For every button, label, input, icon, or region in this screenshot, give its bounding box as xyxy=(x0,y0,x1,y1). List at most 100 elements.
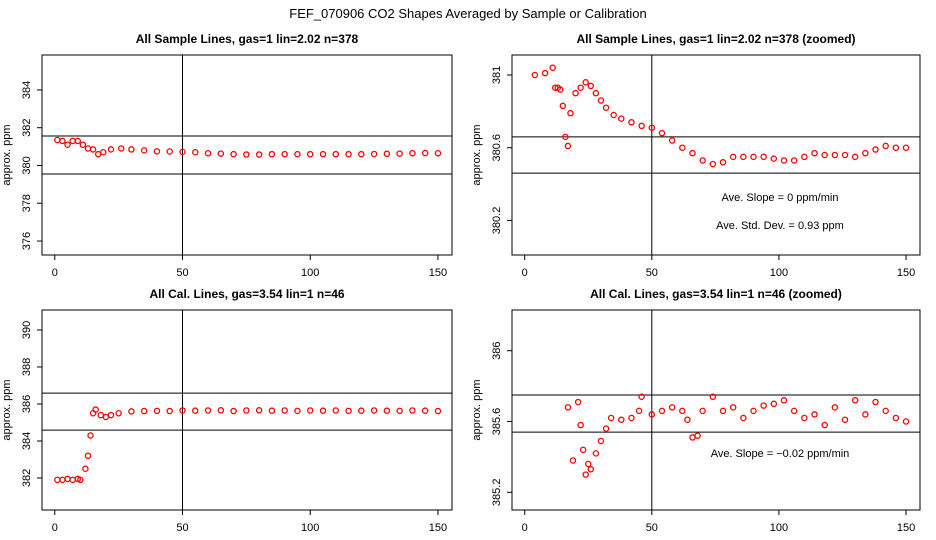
point xyxy=(84,145,92,152)
point xyxy=(592,450,600,457)
point xyxy=(421,407,429,414)
x-tick-label: 150 xyxy=(429,522,447,534)
figure-title: FEF_070906 CO2 Shapes Averaged by Sample… xyxy=(289,6,646,21)
y-tick-label: 382 xyxy=(21,119,33,137)
point xyxy=(140,407,148,415)
point xyxy=(902,144,910,151)
x-tick-label: 150 xyxy=(897,267,915,279)
point xyxy=(760,153,767,161)
point xyxy=(268,150,276,158)
y-tick-label: 385.6 xyxy=(491,408,503,436)
y-tick-label: 386 xyxy=(21,395,33,413)
point xyxy=(638,122,645,130)
point xyxy=(597,437,605,445)
point xyxy=(115,409,122,417)
point xyxy=(243,407,250,414)
point xyxy=(557,86,564,93)
point xyxy=(618,115,625,122)
point xyxy=(64,475,71,483)
y-tick-label: 380 xyxy=(21,156,33,174)
point xyxy=(628,414,635,422)
y-axis-label: approx. ppm xyxy=(1,124,13,185)
point xyxy=(740,414,747,422)
point xyxy=(94,150,102,158)
point xyxy=(679,407,686,415)
point xyxy=(569,457,577,464)
point xyxy=(780,157,788,164)
point xyxy=(750,407,757,415)
point xyxy=(658,407,666,415)
panel: All Cal. Lines, gas=3.54 lin=1 n=46 (zoo… xyxy=(471,287,921,534)
point xyxy=(821,421,828,429)
point xyxy=(255,407,263,414)
point xyxy=(790,407,798,415)
point xyxy=(69,137,76,145)
point xyxy=(153,407,161,415)
plot-frame xyxy=(511,309,921,511)
point xyxy=(892,144,900,151)
point xyxy=(92,406,99,413)
point xyxy=(729,404,737,411)
point xyxy=(358,150,365,158)
panel-title: All Cal. Lines, gas=3.54 lin=1 n=46 xyxy=(149,287,344,301)
point xyxy=(770,155,778,162)
point xyxy=(582,471,589,478)
point xyxy=(579,446,587,454)
point xyxy=(610,111,617,119)
point xyxy=(564,142,572,150)
point xyxy=(602,104,610,111)
point xyxy=(434,407,442,415)
point xyxy=(572,89,579,97)
point xyxy=(602,425,610,432)
point xyxy=(319,150,327,158)
y-axis-label: approx. ppm xyxy=(471,124,483,185)
point xyxy=(694,432,701,439)
x-tick-label: 0 xyxy=(522,522,528,534)
point xyxy=(345,150,352,158)
point xyxy=(638,393,645,400)
point xyxy=(862,411,869,418)
panel: All Cal. Lines, gas=3.54 lin=1 n=46 appro… xyxy=(1,287,453,534)
y-tick-label: 388 xyxy=(21,358,33,376)
x-tick-label: 0 xyxy=(522,267,528,279)
x-tick-label: 100 xyxy=(770,267,788,279)
point xyxy=(434,149,442,157)
point xyxy=(574,398,582,406)
point xyxy=(69,476,76,484)
point xyxy=(592,89,600,97)
point xyxy=(294,150,301,158)
point xyxy=(179,407,186,414)
point xyxy=(230,150,237,158)
x-tick-label: 50 xyxy=(176,522,188,534)
point xyxy=(699,407,706,415)
point xyxy=(668,404,676,411)
plot-frame xyxy=(41,54,453,256)
point xyxy=(217,150,225,157)
point xyxy=(567,109,574,117)
point xyxy=(668,137,676,144)
point xyxy=(281,407,288,414)
point xyxy=(841,151,849,159)
point xyxy=(319,407,327,414)
point xyxy=(719,407,727,415)
point xyxy=(851,153,859,161)
point xyxy=(729,153,737,161)
point xyxy=(82,465,89,472)
x-tick-label: 50 xyxy=(176,267,188,279)
point xyxy=(128,408,135,415)
point xyxy=(801,414,808,422)
point xyxy=(811,149,818,157)
point xyxy=(117,145,125,152)
point xyxy=(587,466,595,473)
point xyxy=(204,149,212,157)
x-tick-label: 0 xyxy=(52,522,58,534)
point xyxy=(77,476,84,484)
point xyxy=(811,411,818,418)
point xyxy=(577,84,584,91)
point xyxy=(230,407,237,415)
point xyxy=(306,150,314,158)
point xyxy=(97,411,105,419)
point xyxy=(59,476,66,484)
point xyxy=(821,151,828,159)
point xyxy=(559,102,567,110)
